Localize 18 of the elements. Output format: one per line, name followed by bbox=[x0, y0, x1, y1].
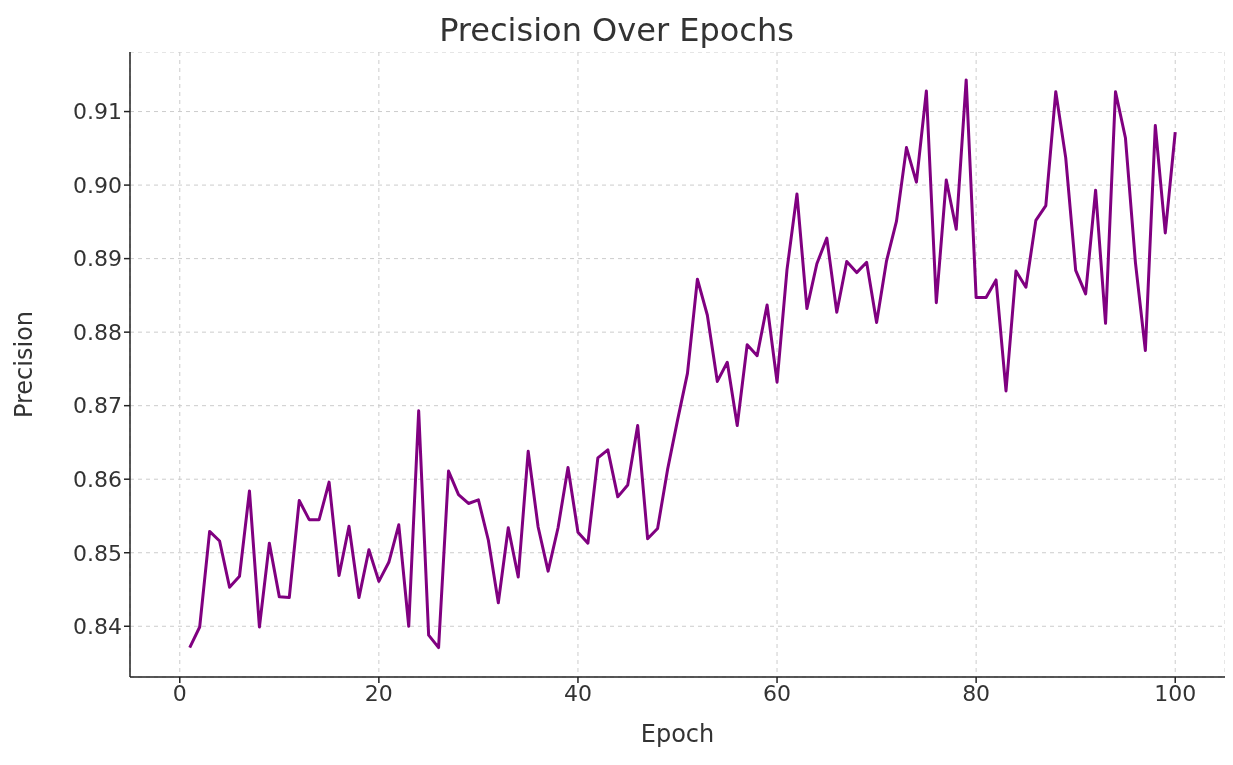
y-tick-label: 0.90 bbox=[73, 172, 122, 198]
line-series bbox=[188, 78, 1177, 650]
y-axis-title: Precision bbox=[9, 310, 38, 419]
x-tick-label: 80 bbox=[962, 680, 991, 706]
x-axis-title: Epoch bbox=[640, 720, 715, 748]
y-tick-label: 0.86 bbox=[73, 467, 122, 493]
y-tick-label: 0.91 bbox=[73, 99, 122, 125]
x-tick-label: 0 bbox=[172, 680, 187, 706]
chart-title: Precision Over Epochs bbox=[438, 10, 795, 51]
y-tick-label: 0.84 bbox=[73, 614, 122, 640]
x-tick-label: 40 bbox=[563, 680, 592, 706]
y-tick-label: 0.87 bbox=[73, 393, 122, 419]
y-tick-label: 0.88 bbox=[73, 319, 122, 345]
x-tick-label: 100 bbox=[1154, 680, 1197, 706]
x-tick-label: 60 bbox=[763, 680, 792, 706]
x-tick-label: 20 bbox=[364, 680, 393, 706]
y-tick-label: 0.89 bbox=[73, 246, 122, 272]
y-tick-label: 0.85 bbox=[73, 540, 122, 566]
